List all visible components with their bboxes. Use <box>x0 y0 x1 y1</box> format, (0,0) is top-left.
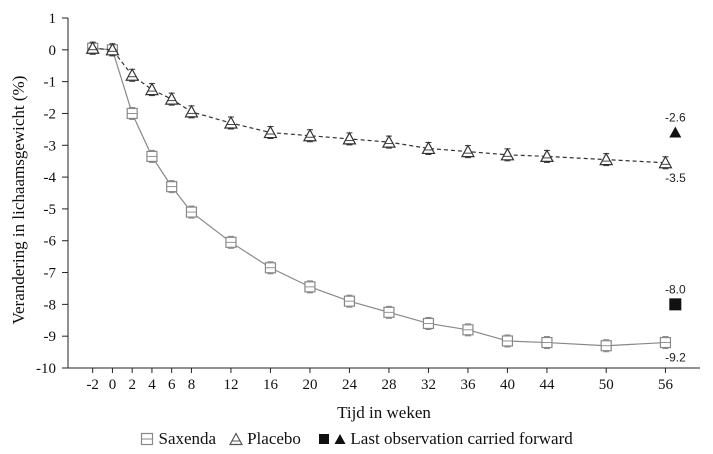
y-tick-label: -6 <box>44 234 57 250</box>
placebo-point <box>184 104 199 118</box>
x-tick-label: 28 <box>381 377 396 393</box>
x-tick-label: 44 <box>539 377 555 393</box>
legend-locf-label: Last observation carried forward <box>350 429 573 449</box>
y-axis-title: Verandering in lichaamsgewicht (%) <box>9 76 28 325</box>
axes: 10-1-2-3-4-5-6-7-8-9-10-2 0 2 4 6 8 12 16 20 24 28… <box>36 11 700 393</box>
placebo-point <box>125 68 140 81</box>
placebo-point <box>658 155 673 169</box>
y-tick-label: -4 <box>44 170 57 186</box>
legend: Saxenda Placebo Last observation carried… <box>0 428 713 449</box>
x-tick-label: 32 <box>421 377 436 393</box>
x-tick-label: 2 <box>128 377 136 393</box>
x-tick-label: 0 <box>109 377 117 393</box>
placebo-point <box>263 125 278 139</box>
placebo-point <box>223 115 238 129</box>
y-tick-label: -9 <box>44 329 57 345</box>
y-tick-label: -10 <box>36 361 56 377</box>
placebo-end-label: -3.5 <box>665 171 686 185</box>
placebo-point <box>85 40 100 54</box>
y-tick-label: -1 <box>44 75 57 91</box>
placebo-point <box>302 128 317 142</box>
placebo-point <box>144 82 159 96</box>
legend-locf-square-marker <box>318 434 329 445</box>
annotations: -8.0 -2.6 -9.2 -3.5 <box>665 111 686 365</box>
placebo-point <box>539 149 554 163</box>
locf-saxenda-label: -8.0 <box>665 282 686 296</box>
x-tick-label: 16 <box>263 377 279 393</box>
y-tick-label: -5 <box>44 202 57 218</box>
legend-placebo-label: Placebo <box>247 429 301 449</box>
placebo-point <box>599 152 614 166</box>
y-tick-label: 1 <box>49 11 57 27</box>
x-tick-label: 4 <box>148 377 156 393</box>
placebo-point <box>164 91 179 105</box>
legend-saxenda-marker <box>141 432 154 446</box>
x-tick-label: -2 <box>86 377 99 393</box>
x-tick-label: 56 <box>658 377 674 393</box>
y-tick-label: 0 <box>49 43 57 59</box>
legend-locf-triangle-marker <box>334 434 346 445</box>
x-tick-label: 50 <box>599 377 614 393</box>
x-tick-label: 12 <box>223 377 238 393</box>
placebo-point <box>460 144 475 158</box>
placebo-point <box>381 134 396 148</box>
legend-saxenda-label: Saxenda <box>158 429 217 449</box>
legend-placebo-marker <box>228 432 243 446</box>
x-tick-label: 40 <box>500 377 515 393</box>
x-tick-label: 8 <box>188 377 196 393</box>
series-layer <box>85 40 673 353</box>
x-axis-title: Tijd in weken <box>337 403 431 422</box>
y-tick-label: -7 <box>44 266 57 282</box>
placebo-point <box>421 141 436 155</box>
locf-placebo-marker <box>669 126 682 138</box>
saxenda-line <box>92 47 666 347</box>
placebo-point <box>342 131 357 145</box>
locf-placebo-label: -2.6 <box>665 111 686 125</box>
placebo-point <box>500 147 515 161</box>
x-tick-label: 20 <box>302 377 317 393</box>
placebo-line <box>92 47 666 164</box>
y-tick-label: -2 <box>44 106 57 122</box>
x-tick-label: 36 <box>460 377 476 393</box>
y-tick-label: -3 <box>44 138 57 154</box>
locf-saxenda-marker <box>669 298 682 311</box>
y-tick-label: -8 <box>44 297 57 313</box>
x-tick-label: 24 <box>342 377 358 393</box>
saxenda-end-label: -9.2 <box>665 351 686 365</box>
x-tick-label: 6 <box>168 377 176 393</box>
placebo-point <box>105 42 120 56</box>
